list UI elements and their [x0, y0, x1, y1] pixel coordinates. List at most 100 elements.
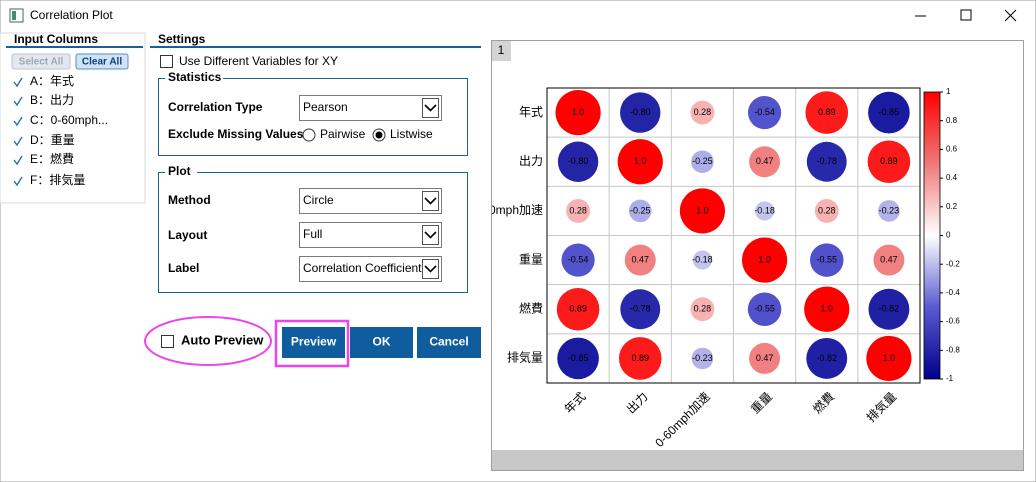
correlation-circle — [814, 198, 839, 223]
dropdown[interactable]: Circle — [299, 188, 442, 214]
colorbar-tick-label: 1 — [946, 87, 951, 96]
button-label: Cancel — [429, 335, 468, 349]
value-label: -0.78 — [630, 304, 651, 314]
dropdown-box[interactable] — [299, 222, 442, 248]
colorbar-tick-label: -1 — [946, 374, 954, 383]
correlation-circle — [618, 337, 662, 380]
correlation-circle — [628, 199, 652, 223]
field-label: Exclude Missing Values — [168, 127, 304, 141]
dropdown-box[interactable] — [299, 256, 442, 282]
value-label: -0.23 — [692, 353, 713, 363]
correlation-circle — [747, 292, 782, 326]
colorbar — [923, 91, 941, 380]
correlation-circle — [561, 243, 595, 277]
check-icon — [13, 77, 23, 88]
check-icon — [13, 155, 23, 166]
dropdown[interactable]: Correlation Coefficient — [299, 256, 442, 282]
correlation-circle — [873, 244, 905, 276]
action-button[interactable] — [350, 327, 413, 358]
correlation-circle — [620, 92, 661, 133]
value-label: -0.85 — [879, 107, 900, 117]
check-icon — [13, 96, 23, 107]
value-label: 0.47 — [756, 156, 774, 166]
app-icon — [9, 8, 24, 23]
dropdown-arrow-box[interactable] — [422, 259, 439, 279]
column-item[interactable]: D：重量 — [30, 133, 75, 147]
value-label: 0.47 — [756, 353, 774, 363]
field-label: Layout — [168, 228, 207, 242]
value-label: 0.28 — [694, 304, 712, 314]
action-button[interactable] — [282, 327, 345, 358]
maximize-button[interactable] — [960, 9, 972, 21]
button-label: Select All — [19, 57, 64, 68]
column-item[interactable]: F：排気量 — [30, 172, 85, 187]
checkbox[interactable] — [160, 55, 173, 68]
correlation-circle — [749, 342, 781, 374]
y-tick-label: 排気量 — [507, 350, 543, 365]
correlation-circle — [620, 289, 661, 330]
correlation-circle — [810, 243, 844, 277]
action-button[interactable] — [417, 327, 481, 358]
column-item[interactable]: E：燃費 — [30, 151, 74, 166]
value-label: 0.89 — [631, 353, 649, 363]
select-all-button[interactable] — [11, 53, 71, 70]
colorbar-tick-label: 0.8 — [946, 116, 958, 125]
value-label: -0.25 — [630, 205, 651, 215]
correlation-circle — [868, 288, 910, 330]
column-item[interactable]: A：年式 — [30, 74, 74, 88]
colorbar-tick-label: 0.4 — [946, 173, 958, 182]
value-label: 0.47 — [880, 254, 898, 264]
correlation-circle — [806, 337, 848, 379]
dropdown-arrow — [424, 104, 437, 112]
value-label: 0.28 — [818, 205, 836, 215]
field-label: Correlation Type — [168, 100, 263, 114]
radio-button[interactable] — [302, 128, 316, 142]
close-button[interactable] — [1004, 9, 1017, 22]
colorbar-tick-label: -0.4 — [946, 288, 960, 297]
correlation-circle — [691, 150, 714, 174]
y-tick-label: 燃費 — [519, 300, 543, 315]
value-label: -0.54 — [568, 254, 589, 264]
value-label: 1.0 — [696, 205, 709, 215]
value-label: 1.0 — [572, 107, 585, 117]
value-label: -0.55 — [816, 254, 837, 264]
dropdown-value: Circle — [303, 193, 334, 207]
dropdown-arrow-box[interactable] — [422, 225, 439, 245]
clear-all-button[interactable] — [75, 53, 129, 70]
graph-tab[interactable] — [492, 41, 511, 61]
dropdown-value: Pearson — [303, 100, 348, 114]
window-title: Correlation Plot — [30, 8, 113, 22]
dropdown[interactable]: Pearson — [299, 95, 442, 121]
check-icon — [13, 136, 23, 147]
value-label: -0.82 — [816, 353, 837, 363]
dropdown-arrow — [424, 265, 437, 273]
dropdown[interactable]: Full — [299, 222, 442, 248]
value-label: 0.89 — [818, 107, 836, 117]
section-title: Settings — [158, 32, 206, 46]
correlation-circle — [690, 100, 715, 125]
value-label: 0.89 — [569, 304, 587, 314]
radio-dot — [375, 131, 383, 139]
correlation-circle — [867, 140, 911, 184]
column-item[interactable]: B：出力 — [30, 93, 74, 107]
dropdown-arrow-box[interactable] — [422, 98, 439, 118]
correlation-circle — [566, 198, 591, 223]
dropdown-box[interactable] — [299, 95, 442, 121]
column-item[interactable]: C：0-60mph... — [30, 113, 108, 127]
field-label: Method — [168, 193, 211, 207]
radio-label: Pairwise — [320, 127, 366, 141]
dropdown-box[interactable] — [299, 188, 442, 214]
y-tick-label: 重量 — [519, 252, 543, 266]
check-icon — [13, 176, 23, 187]
correlation-circle — [555, 90, 601, 136]
value-label: 1.0 — [634, 156, 647, 166]
y-tick-label: 年式 — [519, 105, 543, 119]
graph-scrollbar — [492, 450, 1023, 470]
value-label: -0.85 — [568, 353, 589, 363]
auto-preview-checkbox[interactable] — [161, 335, 174, 348]
check-icon — [13, 116, 23, 127]
dropdown-arrow-box[interactable] — [422, 191, 439, 211]
value-label: -0.78 — [816, 156, 837, 166]
